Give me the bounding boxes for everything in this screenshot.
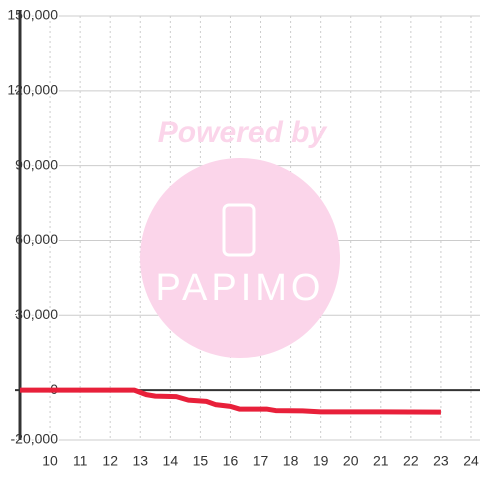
x-tick-label: 15 xyxy=(193,453,209,469)
x-tick-label: 20 xyxy=(343,453,359,469)
x-tick-label: 24 xyxy=(463,453,479,469)
y-tick-label: 60,000 xyxy=(15,231,58,247)
x-tick-label: 23 xyxy=(433,453,449,469)
x-tick-label: 19 xyxy=(313,453,329,469)
watermark-circle xyxy=(140,158,340,358)
y-tick-label: 30,000 xyxy=(15,306,58,322)
x-tick-label: 13 xyxy=(132,453,148,469)
x-tick-label: 17 xyxy=(253,453,269,469)
watermark-text: Powered by xyxy=(158,116,328,149)
y-tick-label: 120,000 xyxy=(7,82,58,98)
x-tick-label: 18 xyxy=(283,453,299,469)
x-tick-label: 16 xyxy=(223,453,239,469)
line-series xyxy=(20,387,441,415)
y-tick-label: -20,000 xyxy=(11,431,59,447)
y-tick-label: 150,000 xyxy=(7,7,58,23)
x-tick-label: 21 xyxy=(373,453,389,469)
x-tick-label: 12 xyxy=(102,453,118,469)
x-tick-label: 22 xyxy=(403,453,419,469)
y-tick-label: 90,000 xyxy=(15,156,58,172)
watermark-icon xyxy=(222,203,256,257)
x-tick-label: 11 xyxy=(73,453,88,469)
x-tick-label: 14 xyxy=(163,453,179,469)
watermark-logo: PAPIMO xyxy=(156,267,325,309)
x-tick-label: 10 xyxy=(42,453,58,469)
